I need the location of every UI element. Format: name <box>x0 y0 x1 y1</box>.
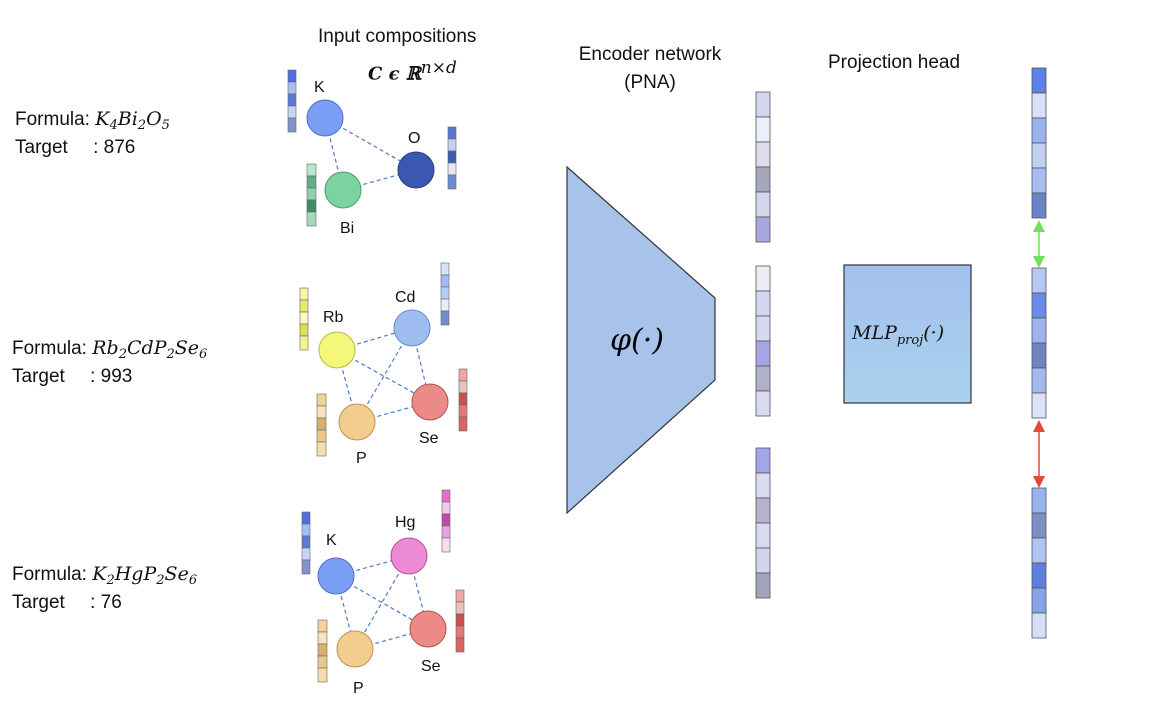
formula-label: Formula: <box>15 109 90 130</box>
atom-label-o: O <box>408 130 420 147</box>
target-row-1: Target : 876 <box>15 137 135 159</box>
atom-node-p <box>336 630 374 668</box>
formula-element: Bi <box>117 108 138 130</box>
feature-vector-rb <box>299 287 309 351</box>
encoder-header-line2: (PNA) <box>624 72 676 93</box>
composition-graph-3: K Hg P Se <box>301 489 465 697</box>
atom-node-se <box>411 383 449 421</box>
projection-header: Projection head <box>828 52 961 73</box>
formula-element: Se <box>164 563 189 585</box>
formula-value: K2HgP2Se6 <box>92 563 198 588</box>
target-value: : 876 <box>93 137 136 158</box>
embedding-vector-3 <box>755 447 771 599</box>
atom-node-cd <box>393 309 431 347</box>
embedding-vector-2 <box>755 265 771 417</box>
composition-graph-1: K O Bi <box>287 69 457 237</box>
feature-vector-o <box>447 126 457 190</box>
formula-label: Formula: <box>12 338 87 359</box>
formula-label: Formula: <box>12 564 87 585</box>
formula-subscript: 4 <box>109 118 118 133</box>
target-label: Target <box>15 137 68 158</box>
formula-row-2: Formula: Rb2CdP2Se6 <box>12 337 207 362</box>
formula-subscript: 6 <box>199 347 208 362</box>
projection-head-label: MLPproj(·) <box>852 322 944 348</box>
projection-head-box <box>843 264 972 404</box>
mlp-main: MLP <box>852 322 897 344</box>
feature-vector-cd <box>440 262 450 326</box>
formula-element: Se <box>174 337 200 359</box>
feature-vector-hg <box>441 489 451 553</box>
feature-vector-p <box>316 393 327 457</box>
formula-element: Cd <box>127 337 154 359</box>
formula-subscript: 2 <box>156 573 165 588</box>
formula-element: K <box>92 563 107 585</box>
projected-vector-2 <box>1031 267 1047 419</box>
atom-label-k: K <box>314 79 325 96</box>
atom-node-hg <box>390 537 428 575</box>
formula-element: Rb <box>92 337 119 359</box>
input-math-symbol: C ϵ ℝ <box>368 63 421 85</box>
feature-vector-k <box>287 69 297 133</box>
input-math-superscript: n×d <box>420 58 457 78</box>
formula-subscript: 5 <box>161 118 170 133</box>
atom-node-se <box>409 610 447 648</box>
target-row-3: Target : 76 <box>12 592 122 614</box>
atom-node-rb <box>318 331 356 369</box>
formula-row-3: Formula: K2HgP2Se6 <box>12 563 197 588</box>
atom-node-k <box>306 99 344 137</box>
atom-label-rb: Rb <box>323 309 344 326</box>
atom-node-k <box>317 557 355 595</box>
encoder-header-line1: Encoder network <box>578 44 722 65</box>
composition-graph-2: Rb Cd P Se <box>299 262 468 467</box>
formula-element: K <box>95 108 110 130</box>
target-value: : 993 <box>90 366 133 387</box>
formula-subscript: 2 <box>106 573 115 588</box>
projected-vector-3 <box>1031 487 1047 639</box>
mlp-subscript: proj <box>896 333 924 348</box>
atom-label-cd: Cd <box>395 289 415 306</box>
atom-node-p <box>338 403 376 441</box>
atom-label-p: P <box>353 680 364 697</box>
atom-label-k: K <box>326 532 337 549</box>
feature-vector-se <box>458 368 468 432</box>
atom-label-se: Se <box>421 658 441 675</box>
feature-vector-k <box>301 511 311 575</box>
target-label: Target <box>12 366 65 387</box>
formula-row-1: Formula: K4Bi2O5 <box>15 108 170 133</box>
atom-label-hg: Hg <box>395 514 415 531</box>
embedding-vector-1 <box>755 91 771 243</box>
formula-value: K4Bi2O5 <box>95 108 170 133</box>
target-row-2: Target : 993 <box>12 366 132 388</box>
formula-subscript: 2 <box>166 347 175 362</box>
formula-element: Hg <box>114 563 144 585</box>
encoder-function-label: φ(·) <box>610 323 664 358</box>
atom-node-o <box>397 151 435 189</box>
formula-subscript: 2 <box>118 347 127 362</box>
input-math-label: C ϵ ℝn×d <box>368 58 457 84</box>
formula-subscript: 6 <box>188 573 198 588</box>
formula-element: O <box>146 108 162 130</box>
target-value: : 76 <box>90 592 122 613</box>
formula-subscript: 2 <box>137 118 147 133</box>
projected-vector-1 <box>1031 67 1047 219</box>
atom-label-bi: Bi <box>340 220 354 237</box>
atom-label-p: P <box>356 450 367 467</box>
encoder-network-shape <box>566 165 716 515</box>
input-compositions-header: Input compositions <box>318 26 477 47</box>
feature-vector-se <box>455 589 465 653</box>
feature-vector-p <box>317 619 328 683</box>
atom-node-bi <box>324 171 362 209</box>
atom-label-se: Se <box>419 430 439 447</box>
target-label: Target <box>12 592 65 613</box>
mlp-tail: (·) <box>923 322 945 344</box>
formula-element: P <box>153 337 167 359</box>
formula-value: Rb2CdP2Se6 <box>92 337 208 362</box>
feature-vector-bi <box>306 163 317 227</box>
formula-element: P <box>143 563 157 585</box>
